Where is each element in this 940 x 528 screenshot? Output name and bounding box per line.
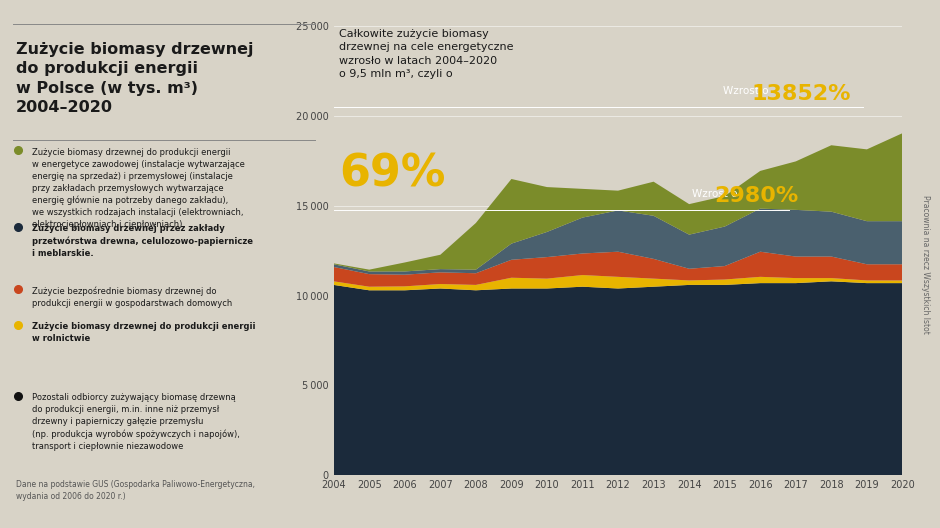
Text: Zużycie bezpośrednie biomasy drzewnej do
produkcji energii w gospodarstwach domo: Zużycie bezpośrednie biomasy drzewnej do…	[32, 286, 233, 308]
Text: Zużycie biomasy drzewnej do produkcji energii
w energetyce zawodowej (instalacje: Zużycie biomasy drzewnej do produkcji en…	[32, 148, 245, 229]
Text: 69%: 69%	[339, 152, 446, 195]
Text: Dane na podstawie GUS (Gospodarka Paliwowo-Energetyczna,
wydania od 2006 do 2020: Dane na podstawie GUS (Gospodarka Paliwo…	[16, 480, 256, 501]
Text: Zużycie biomasy drzewnej przez zakłady
przetwórstwa drewna, celulozowo-papiernic: Zużycie biomasy drzewnej przez zakłady p…	[32, 224, 254, 258]
Text: 13852%: 13852%	[752, 83, 852, 103]
Text: Zużycie biomasy drzewnej
do produkcji energii
w Polsce (w tys. m³)
2004–2020: Zużycie biomasy drzewnej do produkcji en…	[16, 42, 254, 115]
Text: Pozostali odbiorcy zużywający biomasę drzewną
do produkcji energii, m.in. inne n: Pozostali odbiorcy zużywający biomasę dr…	[32, 393, 241, 451]
Text: Zużycie biomasy drzewnej do produkcji energii
w rolnictwie: Zużycie biomasy drzewnej do produkcji en…	[32, 322, 256, 343]
Text: Pracownia na rzecz Wszystkich Istot: Pracownia na rzecz Wszystkich Istot	[921, 194, 931, 334]
Text: Wzrost o: Wzrost o	[723, 87, 769, 97]
Text: 2980%: 2980%	[714, 186, 799, 206]
Text: Całkowite zużycie biomasy
drzewnej na cele energetyczne
wzrosło w latach 2004–20: Całkowite zużycie biomasy drzewnej na ce…	[339, 29, 514, 79]
Text: Wzrost o: Wzrost o	[692, 188, 738, 199]
